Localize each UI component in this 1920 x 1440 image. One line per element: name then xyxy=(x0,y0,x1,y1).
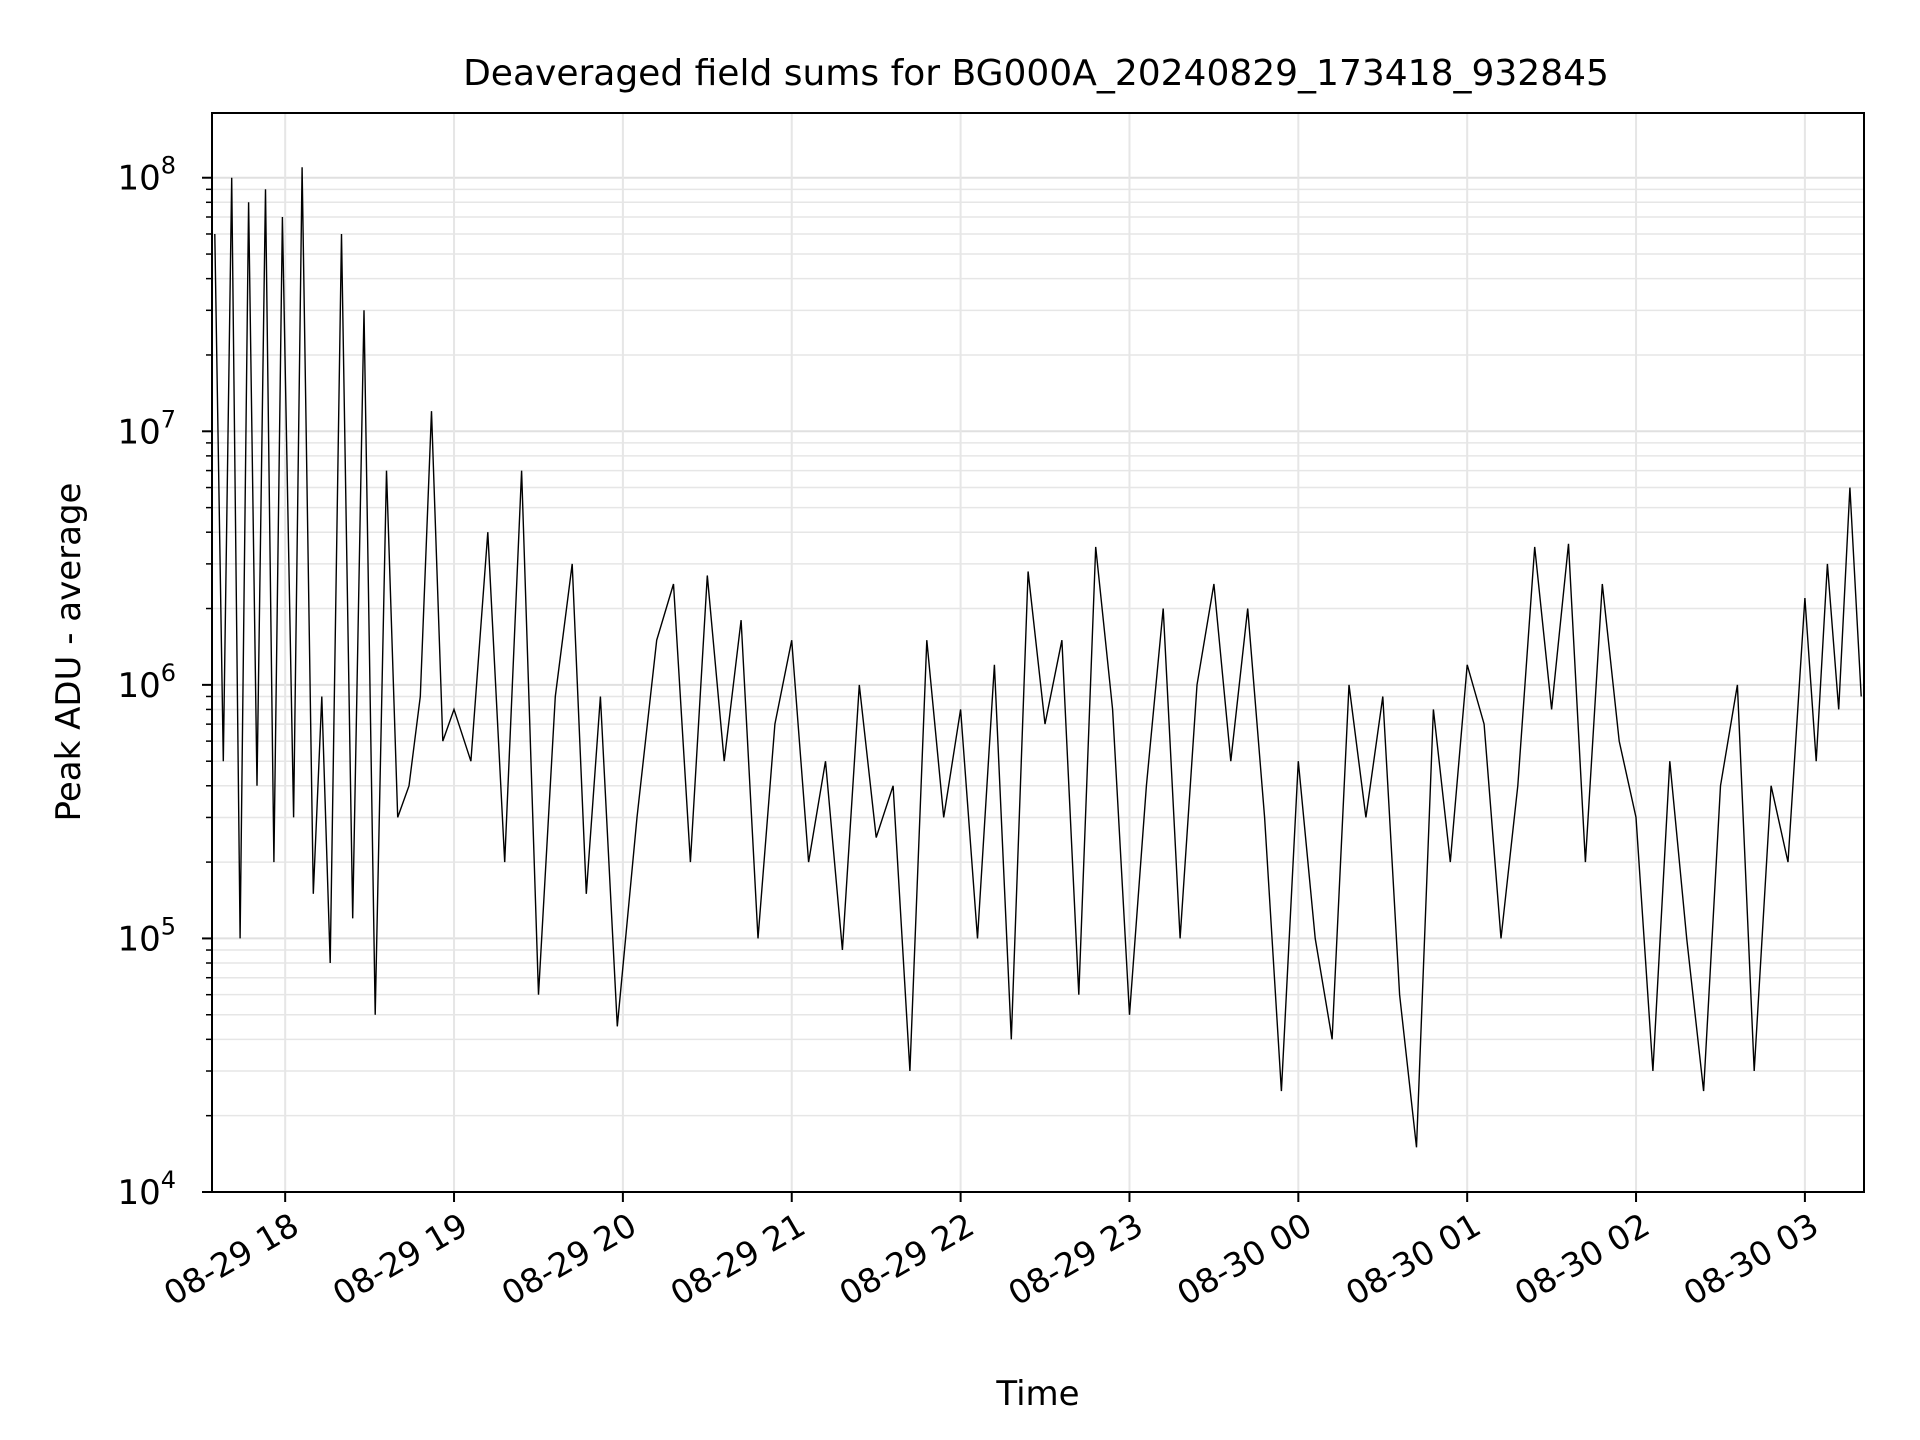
grid xyxy=(212,113,1864,1193)
y-tick-label: 105 xyxy=(117,912,176,959)
y-tick-label-base: 10 xyxy=(117,666,160,706)
y-tick-label-exponent: 5 xyxy=(161,912,176,940)
plot-frame xyxy=(211,112,1865,1193)
series-line-0 xyxy=(214,167,1862,1148)
y-axis-label: Peak ADU - average xyxy=(49,483,89,822)
y-tick-label-exponent: 4 xyxy=(161,1166,176,1194)
series-layer xyxy=(214,167,1862,1148)
y-tick-label-base: 10 xyxy=(117,412,160,452)
y-tick-label: 104 xyxy=(117,1166,176,1213)
y-tick-label: 108 xyxy=(117,152,176,199)
y-tick-label-base: 10 xyxy=(117,159,160,199)
x-axis-label: Time xyxy=(995,1374,1079,1414)
y-tick-label-base: 10 xyxy=(117,919,160,959)
y-tick-label: 107 xyxy=(117,405,176,452)
y-tick-label: 106 xyxy=(117,659,176,706)
y-tick-label-base: 10 xyxy=(117,1173,160,1213)
y-tick-label-exponent: 8 xyxy=(161,152,176,180)
chart-title: Deaveraged field sums for BG000A_2024082… xyxy=(463,53,1609,94)
y-tick-label-exponent: 7 xyxy=(161,405,176,433)
y-tick-label-exponent: 6 xyxy=(161,659,176,687)
